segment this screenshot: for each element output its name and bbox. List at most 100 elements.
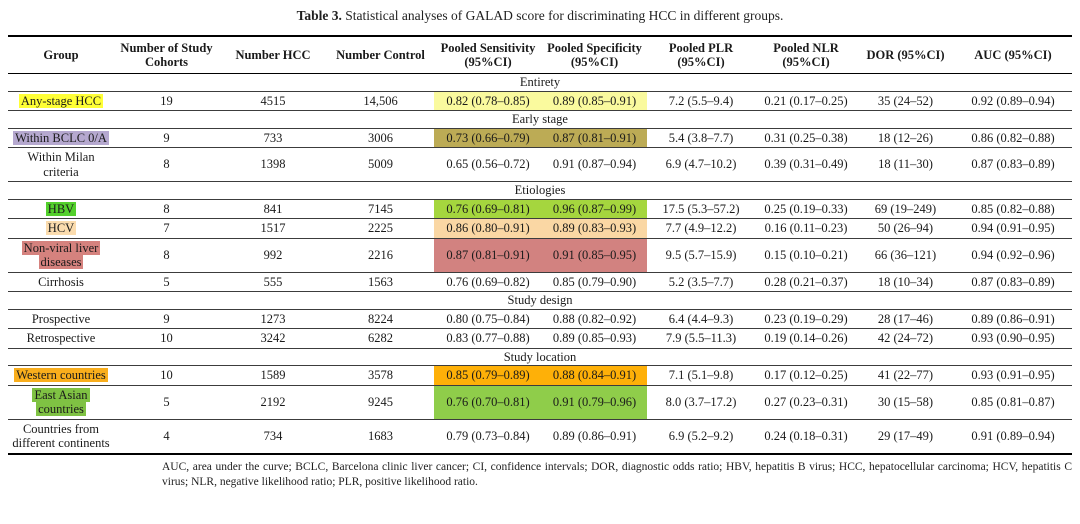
cell-plr: 7.1 (5.1–9.8) <box>647 365 755 386</box>
table-row: Non-viral liver diseases 8 992 2216 0.87 (0.… <box>8 238 1072 273</box>
cell-dor: 29 (17–49) <box>877 428 934 443</box>
cell-spec: 0.89 (0.85–0.93) <box>542 328 647 349</box>
section-row: Early stage <box>8 110 1072 129</box>
cell-sens: 0.86 (0.80–0.91) <box>434 218 542 239</box>
cell-spec: 0.85 (0.79–0.90) <box>542 272 647 292</box>
table-row: Western countries 10 1589 3578 0.85 (0.79–0.… <box>8 365 1072 386</box>
cell-control: 1683 <box>368 428 393 443</box>
column-header-1: Number of Study Cohorts <box>114 36 219 74</box>
cell-control: 14,506 <box>327 91 434 111</box>
cell-plr: 5.2 (3.5–7.7) <box>647 272 755 292</box>
cell-spec: 0.96 (0.87–0.99) <box>542 199 647 219</box>
section-label: Early stage <box>8 110 1072 129</box>
cell-plr: 6.9 (5.2–9.2) <box>668 428 734 443</box>
cell-spec: 0.89 (0.83–0.93) <box>542 218 647 239</box>
cell-dor: 28 (17–46) <box>857 309 954 329</box>
cell-nlr: 0.17 (0.12–0.25) <box>755 365 857 386</box>
cell-dor: 18 (10–34) <box>857 272 954 292</box>
cell-auc: 0.85 (0.81–0.87) <box>954 385 1072 420</box>
cell-plr: 7.7 (4.9–12.2) <box>647 218 755 239</box>
cell-sens: 0.80 (0.75–0.84) <box>434 309 542 329</box>
cell-cohorts: 19 <box>114 91 219 111</box>
group-cell: HCV <box>8 218 114 239</box>
cell-hcc: 734 <box>263 428 283 443</box>
cell-hcc: 1517 <box>219 218 327 239</box>
cell-hcc: 992 <box>219 238 327 273</box>
column-header-7: Pooled NLR (95%CI) <box>755 36 857 74</box>
group-cell: Within BCLC 0/A <box>8 128 114 148</box>
group-cell: East Asian countries <box>8 385 114 420</box>
group-label: Within Milan criteria <box>27 150 95 179</box>
table-row: HBV 8 841 7145 0.76 (0.69–0.81) 0.96 (0.87–0.… <box>8 199 1072 219</box>
table-row: Retrospective 10 3242 6282 0.83 (0.77–0.88) 0… <box>8 328 1072 349</box>
cell-hcc: 3242 <box>219 328 327 349</box>
section-label: Study design <box>8 291 1072 310</box>
column-header-2: Number HCC <box>219 36 327 74</box>
section-label: Study location <box>8 348 1072 366</box>
cell-dor: 41 (22–77) <box>857 365 954 386</box>
cell-auc: 0.86 (0.82–0.88) <box>954 128 1072 148</box>
cell-nlr: 0.24 (0.18–0.31) <box>764 428 848 443</box>
group-label: Any-stage HCC <box>18 93 104 108</box>
column-header-4: Pooled Sensitivity (95%CI) <box>434 36 542 74</box>
cell-nlr: 0.19 (0.14–0.26) <box>755 328 857 349</box>
cell-dor: 18 (11–30) <box>857 147 954 182</box>
table-body: Entirety Any-stage HCC 19 4515 14,506 0.82 (0… <box>8 73 1072 454</box>
cell-plr: 17.5 (5.3–57.2) <box>647 199 755 219</box>
header-row: Group Number of Study Cohorts Number HCC Nu… <box>8 36 1072 74</box>
section-row: Study design <box>8 291 1072 310</box>
cell-nlr: 0.23 (0.19–0.29) <box>755 309 857 329</box>
cell-plr: 7.2 (5.5–9.4) <box>647 91 755 111</box>
table-row: HCV 7 1517 2225 0.86 (0.80–0.91) 0.89 (0.83–0… <box>8 218 1072 239</box>
cell-auc: 0.87 (0.83–0.89) <box>954 147 1072 182</box>
cell-sens: 0.73 (0.66–0.79) <box>434 128 542 148</box>
cell-hcc: 733 <box>219 128 327 148</box>
cell-cohorts: 8 <box>114 238 219 273</box>
group-cell: Cirrhosis <box>8 272 114 292</box>
column-header-3: Number Control <box>327 36 434 74</box>
column-header-6: Pooled PLR (95%CI) <box>647 36 755 74</box>
cell-dor: 35 (24–52) <box>857 91 954 111</box>
cell-sens: 0.82 (0.78–0.85) <box>434 91 542 111</box>
cell-auc: 0.93 (0.90–0.95) <box>954 328 1072 349</box>
cell-sens: 0.65 (0.56–0.72) <box>434 147 542 182</box>
column-header-0: Group <box>8 36 114 74</box>
group-cell: HBV <box>8 199 114 219</box>
table-caption-label: Table 3. <box>296 8 342 23</box>
cell-spec: 0.88 (0.84–0.91) <box>542 365 647 386</box>
cell-control: 9245 <box>327 385 434 420</box>
group-label: Prospective <box>31 311 91 326</box>
cell-cohorts: 10 <box>114 365 219 386</box>
cell-spec: 0.87 (0.81–0.91) <box>542 128 647 148</box>
table-row: Cirrhosis 5 555 1563 0.76 (0.69–0.82) 0.85 (0… <box>8 272 1072 292</box>
table-caption: Table 3. Statistical analyses of GALAD s… <box>0 8 1080 24</box>
cell-plr: 9.5 (5.7–15.9) <box>647 238 755 273</box>
section-label: Entirety <box>8 73 1072 92</box>
cell-spec: 0.89 (0.85–0.91) <box>542 91 647 111</box>
group-cell: Within Milan criteria <box>8 147 114 182</box>
cell-sens: 0.76 (0.70–0.81) <box>434 385 542 420</box>
cell-cohorts: 5 <box>114 385 219 420</box>
cell-sens: 0.76 (0.69–0.81) <box>434 199 542 219</box>
cell-spec: 0.91 (0.85–0.95) <box>542 238 647 273</box>
cell-sens: 0.76 (0.69–0.82) <box>434 272 542 292</box>
table-row: Prospective 9 1273 8224 0.80 (0.75–0.84) 0.88… <box>8 309 1072 329</box>
cell-cohorts: 9 <box>114 309 219 329</box>
cell-cohorts: 8 <box>114 199 219 219</box>
cell-spec: 0.89 (0.86–0.91) <box>552 428 637 443</box>
cell-nlr: 0.39 (0.31–0.49) <box>755 147 857 182</box>
cell-auc: 0.87 (0.83–0.89) <box>954 272 1072 292</box>
cell-nlr: 0.25 (0.19–0.33) <box>755 199 857 219</box>
cell-dor: 42 (24–72) <box>857 328 954 349</box>
cell-nlr: 0.15 (0.10–0.21) <box>755 238 857 273</box>
cell-plr: 8.0 (3.7–17.2) <box>647 385 755 420</box>
table-footnote: AUC, area under the curve; BCLC, Barcelo… <box>162 460 1072 488</box>
cell-sens: 0.85 (0.79–0.89) <box>434 365 542 386</box>
cell-hcc: 555 <box>219 272 327 292</box>
cell-dor: 18 (12–26) <box>857 128 954 148</box>
column-header-5: Pooled Specificity (95%CI) <box>542 36 647 74</box>
section-row: Etiologies <box>8 181 1072 200</box>
table-caption-text: Statistical analyses of GALAD score for … <box>345 8 784 23</box>
cell-plr: 6.4 (4.4–9.3) <box>647 309 755 329</box>
